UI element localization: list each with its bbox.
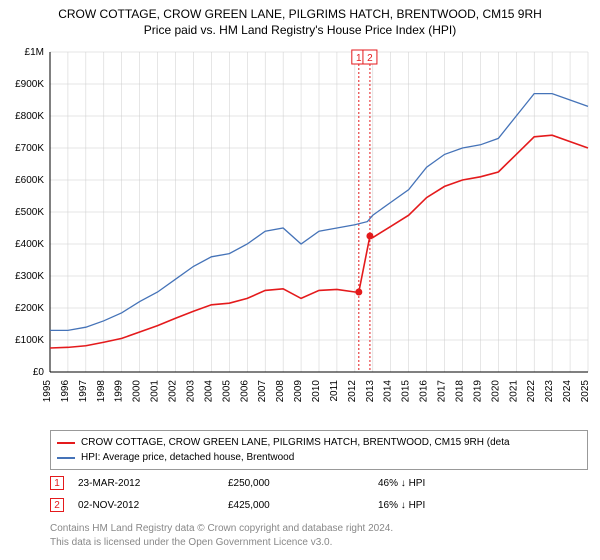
tx-marker: 2 bbox=[50, 498, 64, 512]
svg-text:2007: 2007 bbox=[257, 380, 268, 403]
svg-text:2008: 2008 bbox=[275, 380, 286, 403]
table-row: 1 23-MAR-2012 £250,000 46% ↓ HPI bbox=[50, 472, 588, 494]
svg-text:2010: 2010 bbox=[311, 380, 322, 403]
chart-area: £0£100K£200K£300K£400K£500K£600K£700K£80… bbox=[50, 52, 588, 402]
legend-label-property: CROW COTTAGE, CROW GREEN LANE, PILGRIMS … bbox=[81, 435, 510, 450]
svg-text:2014: 2014 bbox=[383, 380, 394, 403]
svg-text:2018: 2018 bbox=[454, 380, 465, 403]
svg-text:£100K: £100K bbox=[15, 335, 44, 346]
svg-text:1996: 1996 bbox=[60, 380, 71, 403]
table-row: 2 02-NOV-2012 £425,000 16% ↓ HPI bbox=[50, 494, 588, 516]
svg-text:2025: 2025 bbox=[580, 380, 591, 403]
chart-container: CROW COTTAGE, CROW GREEN LANE, PILGRIMS … bbox=[0, 0, 600, 560]
svg-text:2002: 2002 bbox=[168, 380, 179, 403]
footer: Contains HM Land Registry data © Crown c… bbox=[50, 522, 588, 549]
tx-marker: 1 bbox=[50, 476, 64, 490]
svg-text:2013: 2013 bbox=[365, 380, 376, 403]
legend-row-hpi: HPI: Average price, detached house, Bren… bbox=[57, 450, 581, 465]
svg-text:2023: 2023 bbox=[544, 380, 555, 403]
tx-price: £250,000 bbox=[228, 478, 378, 489]
svg-text:2011: 2011 bbox=[329, 380, 340, 402]
svg-text:2009: 2009 bbox=[293, 380, 304, 403]
svg-text:2021: 2021 bbox=[508, 380, 519, 403]
svg-text:£400K: £400K bbox=[15, 239, 44, 250]
footer-line2: This data is licensed under the Open Gov… bbox=[50, 536, 588, 550]
svg-text:2019: 2019 bbox=[472, 380, 483, 403]
svg-text:2012: 2012 bbox=[347, 380, 358, 403]
legend-row-property: CROW COTTAGE, CROW GREEN LANE, PILGRIMS … bbox=[57, 435, 581, 450]
svg-text:2024: 2024 bbox=[562, 380, 573, 403]
chart-title: CROW COTTAGE, CROW GREEN LANE, PILGRIMS … bbox=[0, 0, 600, 38]
svg-text:£600K: £600K bbox=[15, 175, 44, 186]
title-line1: CROW COTTAGE, CROW GREEN LANE, PILGRIMS … bbox=[0, 6, 600, 22]
chart-svg: £0£100K£200K£300K£400K£500K£600K£700K£80… bbox=[50, 52, 588, 402]
svg-text:2003: 2003 bbox=[185, 380, 196, 403]
svg-text:£500K: £500K bbox=[15, 207, 44, 218]
svg-text:£0: £0 bbox=[33, 367, 45, 378]
svg-text:2: 2 bbox=[367, 53, 373, 64]
tx-comparison: 46% ↓ HPI bbox=[378, 478, 528, 489]
footer-line1: Contains HM Land Registry data © Crown c… bbox=[50, 522, 588, 536]
legend-swatch-hpi bbox=[57, 457, 75, 459]
svg-text:2001: 2001 bbox=[150, 380, 161, 403]
svg-text:£800K: £800K bbox=[15, 111, 44, 122]
svg-text:1999: 1999 bbox=[114, 380, 125, 403]
title-line2: Price paid vs. HM Land Registry's House … bbox=[0, 22, 600, 38]
legend-label-hpi: HPI: Average price, detached house, Bren… bbox=[81, 450, 294, 465]
legend-swatch-property bbox=[57, 442, 75, 444]
svg-text:£200K: £200K bbox=[15, 303, 44, 314]
svg-text:2015: 2015 bbox=[401, 380, 412, 403]
svg-text:2005: 2005 bbox=[221, 380, 232, 403]
svg-text:£300K: £300K bbox=[15, 271, 44, 282]
svg-text:2022: 2022 bbox=[526, 380, 537, 403]
svg-text:2020: 2020 bbox=[490, 380, 501, 403]
tx-date: 02-NOV-2012 bbox=[78, 500, 228, 511]
svg-text:2006: 2006 bbox=[239, 380, 250, 403]
svg-text:2004: 2004 bbox=[203, 380, 214, 403]
svg-text:£1M: £1M bbox=[25, 47, 44, 58]
legend: CROW COTTAGE, CROW GREEN LANE, PILGRIMS … bbox=[50, 430, 588, 470]
svg-text:1998: 1998 bbox=[96, 380, 107, 403]
svg-text:2016: 2016 bbox=[419, 380, 430, 403]
svg-text:2000: 2000 bbox=[132, 380, 143, 403]
tx-price: £425,000 bbox=[228, 500, 378, 511]
tx-comparison: 16% ↓ HPI bbox=[378, 500, 528, 511]
svg-text:1997: 1997 bbox=[78, 380, 89, 403]
svg-text:£900K: £900K bbox=[15, 79, 44, 90]
svg-text:2017: 2017 bbox=[437, 380, 448, 403]
svg-text:1: 1 bbox=[356, 53, 362, 64]
transaction-table: 1 23-MAR-2012 £250,000 46% ↓ HPI 2 02-NO… bbox=[50, 472, 588, 516]
svg-text:£700K: £700K bbox=[15, 143, 44, 154]
svg-text:1995: 1995 bbox=[42, 380, 53, 403]
tx-date: 23-MAR-2012 bbox=[78, 478, 228, 489]
